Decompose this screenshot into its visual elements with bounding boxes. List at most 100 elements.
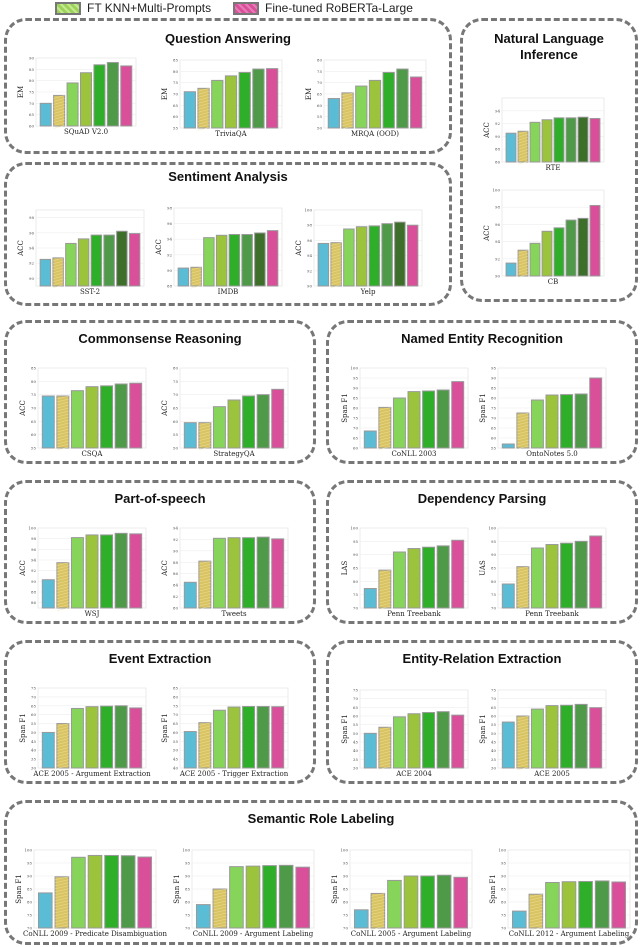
- bar: [190, 266, 202, 287]
- bar-hatch: [56, 604, 69, 608]
- bar-hatch: [198, 599, 211, 604]
- y-tick-label: 60: [353, 714, 359, 719]
- bar-hatch: [341, 104, 354, 109]
- bar: [215, 234, 228, 287]
- bar: [541, 119, 553, 163]
- bar: [545, 705, 559, 769]
- y-tick-label: 75: [491, 406, 497, 411]
- bar-hatch: [371, 908, 385, 912]
- y-tick-label: 30: [491, 766, 497, 771]
- y-tick-label: 75: [353, 688, 359, 693]
- bar: [41, 731, 55, 769]
- bar: [227, 537, 241, 609]
- legend-swatch: [233, 1, 259, 15]
- bar: [41, 395, 55, 449]
- bar-hatch: [378, 575, 391, 580]
- bar-hatch: [371, 914, 385, 918]
- bar-hatch: [52, 257, 64, 262]
- bar-hatch: [53, 107, 65, 111]
- bar-hatch: [197, 103, 210, 107]
- y-tick-label: 55: [173, 126, 179, 131]
- bar: [501, 583, 515, 609]
- bar-hatch: [378, 410, 391, 414]
- bar-hatch: [371, 902, 385, 906]
- bar: [378, 726, 392, 769]
- bar-hatch: [52, 266, 64, 271]
- bar-hatch: [198, 761, 211, 765]
- y-tick-label: 75: [353, 592, 359, 597]
- bar-hatch: [516, 602, 529, 606]
- bar: [382, 71, 395, 129]
- y-tick-label: 90: [27, 874, 33, 879]
- y-tick-label: 90: [31, 579, 37, 584]
- bar-chart: 80 82 84 86 88 90 92 94 Tweets ACC: [161, 526, 289, 618]
- bar: [39, 102, 52, 127]
- bar-hatch: [341, 107, 354, 112]
- y-tick-label: 100: [28, 526, 36, 531]
- plot-area: [501, 97, 605, 163]
- bar-hatch: [516, 572, 529, 576]
- bar: [116, 230, 128, 287]
- bar: [541, 230, 553, 277]
- panel-title: Named Entity Recognition: [401, 331, 563, 346]
- bar-hatch: [55, 882, 69, 886]
- y-tick-label: 88: [31, 590, 37, 595]
- bar-hatch: [56, 762, 69, 766]
- legend-item-ft-knn: FT KNN+Multi-Prompts: [55, 1, 211, 15]
- y-tick-label: 65: [317, 92, 323, 97]
- bar-hatch: [55, 921, 69, 925]
- y-tick-label: 90: [173, 548, 179, 553]
- bar: [183, 422, 197, 449]
- bar-hatch: [197, 94, 210, 98]
- bar-hatch: [378, 733, 391, 737]
- y-tick-label: 90: [343, 874, 349, 879]
- bar: [228, 234, 241, 287]
- bar-hatch: [198, 569, 211, 574]
- y-tick-label: 40: [31, 748, 37, 753]
- bar: [85, 534, 99, 609]
- y-tick-label: 80: [173, 69, 179, 74]
- bar-hatch: [516, 715, 529, 720]
- bar-hatch: [516, 421, 529, 426]
- legend-label: Fine-tuned RoBERTa-Large: [265, 1, 413, 15]
- bar-hatch: [213, 894, 227, 899]
- bar-hatch: [56, 425, 69, 430]
- bar-hatch: [198, 740, 211, 744]
- bar-hatch: [330, 248, 342, 252]
- bar-hatch: [213, 906, 227, 911]
- y-tick-label: 40: [491, 748, 497, 753]
- bar-hatch: [56, 589, 69, 593]
- y-tick-label: 60: [31, 712, 37, 717]
- bar-hatch: [378, 428, 391, 432]
- panel-ner: Named Entity Recognition: [326, 320, 638, 464]
- bar-hatch: [516, 439, 529, 444]
- bar: [501, 721, 515, 769]
- x-axis-label: TriviaQA: [215, 130, 247, 138]
- y-tick-label: 90: [491, 376, 497, 381]
- bar: [407, 548, 421, 609]
- bar-hatch: [190, 279, 202, 283]
- bar-hatch: [52, 263, 64, 268]
- y-tick-label: 88: [167, 284, 173, 289]
- bar: [128, 233, 141, 287]
- plot-area: [501, 189, 605, 277]
- bar: [594, 880, 610, 929]
- y-tick-label: 60: [491, 714, 497, 719]
- bar-hatch: [56, 759, 69, 763]
- bar: [363, 430, 377, 449]
- bar: [238, 71, 251, 129]
- bar-hatch: [516, 569, 529, 573]
- bar-hatch: [371, 920, 385, 924]
- bar-hatch: [516, 739, 529, 744]
- bar-hatch: [330, 263, 342, 267]
- y-tick-label: 70: [353, 696, 359, 701]
- bar-hatch: [198, 746, 211, 750]
- bar-hatch: [378, 581, 391, 586]
- bar: [363, 588, 377, 609]
- bar-hatch: [330, 284, 342, 288]
- y-tick-label: 80: [173, 366, 179, 371]
- bar-hatch: [529, 927, 543, 931]
- bar: [37, 892, 53, 929]
- y-axis-label: ACC: [483, 225, 491, 242]
- bar-hatch: [378, 443, 391, 447]
